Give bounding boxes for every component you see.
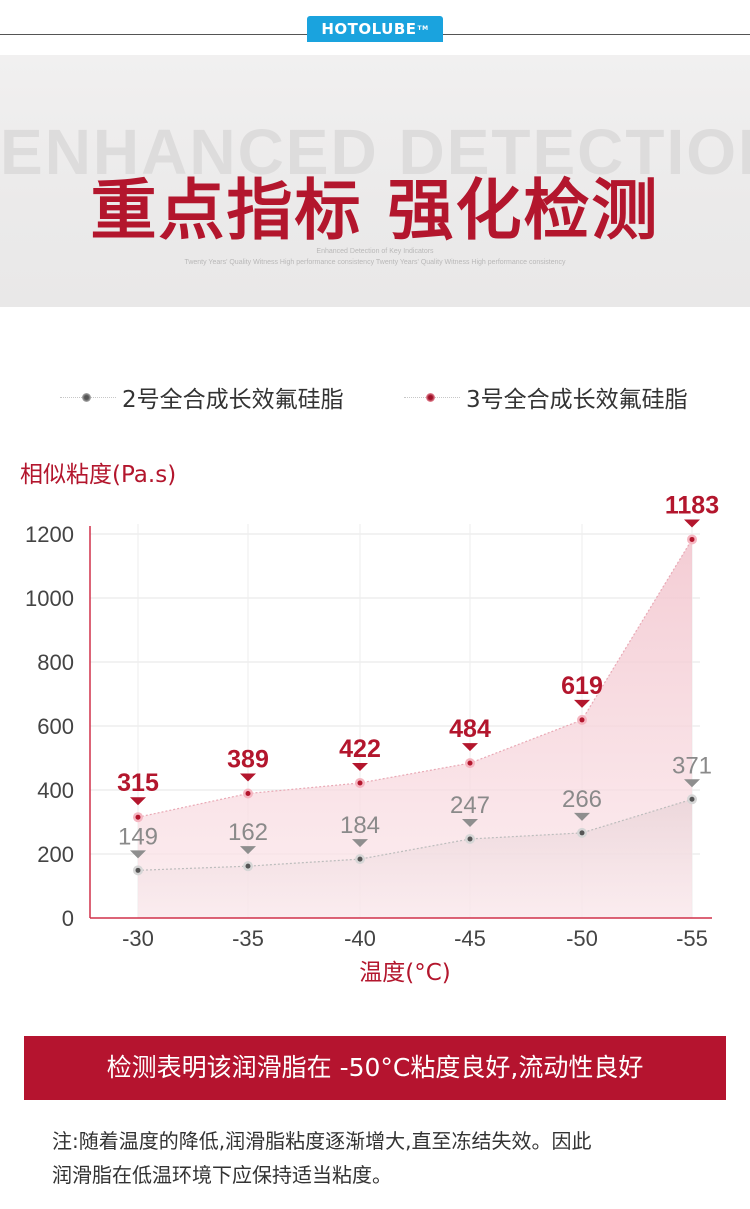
value-marker-icon: [130, 797, 146, 806]
data-point-core: [135, 814, 141, 820]
data-label: 371: [672, 752, 712, 779]
x-tick-label: -35: [232, 926, 264, 951]
x-tick-label: -55: [676, 926, 708, 951]
data-label: 422: [339, 735, 381, 763]
value-marker-icon: [574, 812, 590, 821]
y-tick-label: 600: [37, 714, 74, 739]
y-tick-label: 400: [37, 778, 74, 803]
data-point-core: [245, 863, 251, 869]
x-tick-label: -45: [454, 926, 486, 951]
chart-legend: 2号全合成长效氟硅脂 3号全合成长效氟硅脂: [0, 380, 750, 414]
y-tick-label: 0: [62, 906, 74, 931]
data-label: 266: [562, 786, 602, 813]
viscosity-chart: 0 200 400 600 800 1000 1200 -30 -35 -40 -45 -50 -55 温…: [25, 491, 719, 986]
data-label: 149: [118, 823, 158, 850]
x-axis-label: 温度(°C): [359, 960, 451, 986]
data-point-core: [467, 760, 473, 766]
legend-item-series-3: 3号全合成长效氟硅脂: [404, 380, 688, 414]
y-tick-label: 200: [37, 842, 74, 867]
footnote-line-1: 注:随着温度的降低,润滑脂粘度逐渐增大,直至冻结失效。因此: [52, 1129, 592, 1153]
value-marker-icon: [352, 762, 368, 771]
value-marker-icon: [462, 818, 478, 827]
data-label: 1183: [665, 491, 719, 519]
y-axis-label: 相似粘度(Pa.s): [20, 462, 177, 488]
value-marker-icon: [462, 743, 478, 752]
data-label: 389: [227, 746, 269, 774]
legend-label: 3号全合成长效氟硅脂: [466, 387, 688, 413]
y-tick-label: 1000: [25, 586, 74, 611]
banner-tagline: Twenty Years' Quality Witness High perfo…: [184, 259, 566, 266]
value-marker-icon: [352, 839, 368, 848]
banner-chinese-title: 重点指标 强化检测: [90, 172, 660, 249]
data-point-core: [579, 830, 585, 836]
legend-dot-icon: [82, 392, 91, 402]
footnote: 注:随着温度的降低,润滑脂粘度逐渐增大,直至冻结失效。因此 润滑脂在低温环境下应…: [52, 1124, 712, 1192]
series-area: [138, 539, 692, 918]
title-banner: ENHANCED DETECTION 重点指标 强化检测 Enhanced De…: [0, 55, 750, 307]
data-point-core: [467, 836, 473, 842]
data-point-core: [689, 536, 695, 542]
footnote-line-2: 润滑脂在低温环境下应保持适当粘度。: [52, 1163, 392, 1187]
data-label: 162: [228, 819, 268, 846]
x-tick-label: -40: [344, 926, 376, 951]
y-tick-label: 1200: [25, 522, 74, 547]
banner-english-title: ENHANCED DETECTION: [0, 116, 750, 188]
data-label: 184: [340, 812, 380, 839]
value-marker-icon: [240, 846, 256, 855]
conclusion-banner: 检测表明该润滑脂在 -50°C粘度良好,流动性良好: [24, 1036, 726, 1100]
data-point-core: [245, 791, 251, 797]
value-marker-icon: [684, 779, 700, 788]
y-tick-label: 800: [37, 650, 74, 675]
data-point-core: [579, 717, 585, 723]
data-label: 247: [450, 792, 490, 819]
data-point-core: [357, 780, 363, 786]
legend-label: 2号全合成长效氟硅脂: [122, 387, 344, 413]
data-label: 315: [117, 769, 159, 797]
value-marker-icon: [684, 519, 700, 528]
value-marker-icon: [130, 850, 146, 859]
legend-dot-icon: [426, 392, 435, 402]
brand-logo: HOTOLUBETM: [307, 16, 443, 42]
series-line: [137, 798, 693, 871]
data-label: 484: [449, 715, 491, 743]
x-tick-label: -50: [566, 926, 598, 951]
data-point-core: [689, 796, 695, 802]
data-label: 619: [561, 672, 603, 700]
x-tick-label: -30: [122, 926, 154, 951]
data-point-core: [357, 856, 363, 862]
value-marker-icon: [574, 699, 590, 708]
value-marker-icon: [240, 773, 256, 782]
legend-item-series-2: 2号全合成长效氟硅脂: [60, 380, 344, 414]
banner-subtitle: Enhanced Detection of Key Indicators: [316, 248, 434, 255]
series-line: [137, 539, 693, 818]
data-point-core: [135, 867, 141, 873]
